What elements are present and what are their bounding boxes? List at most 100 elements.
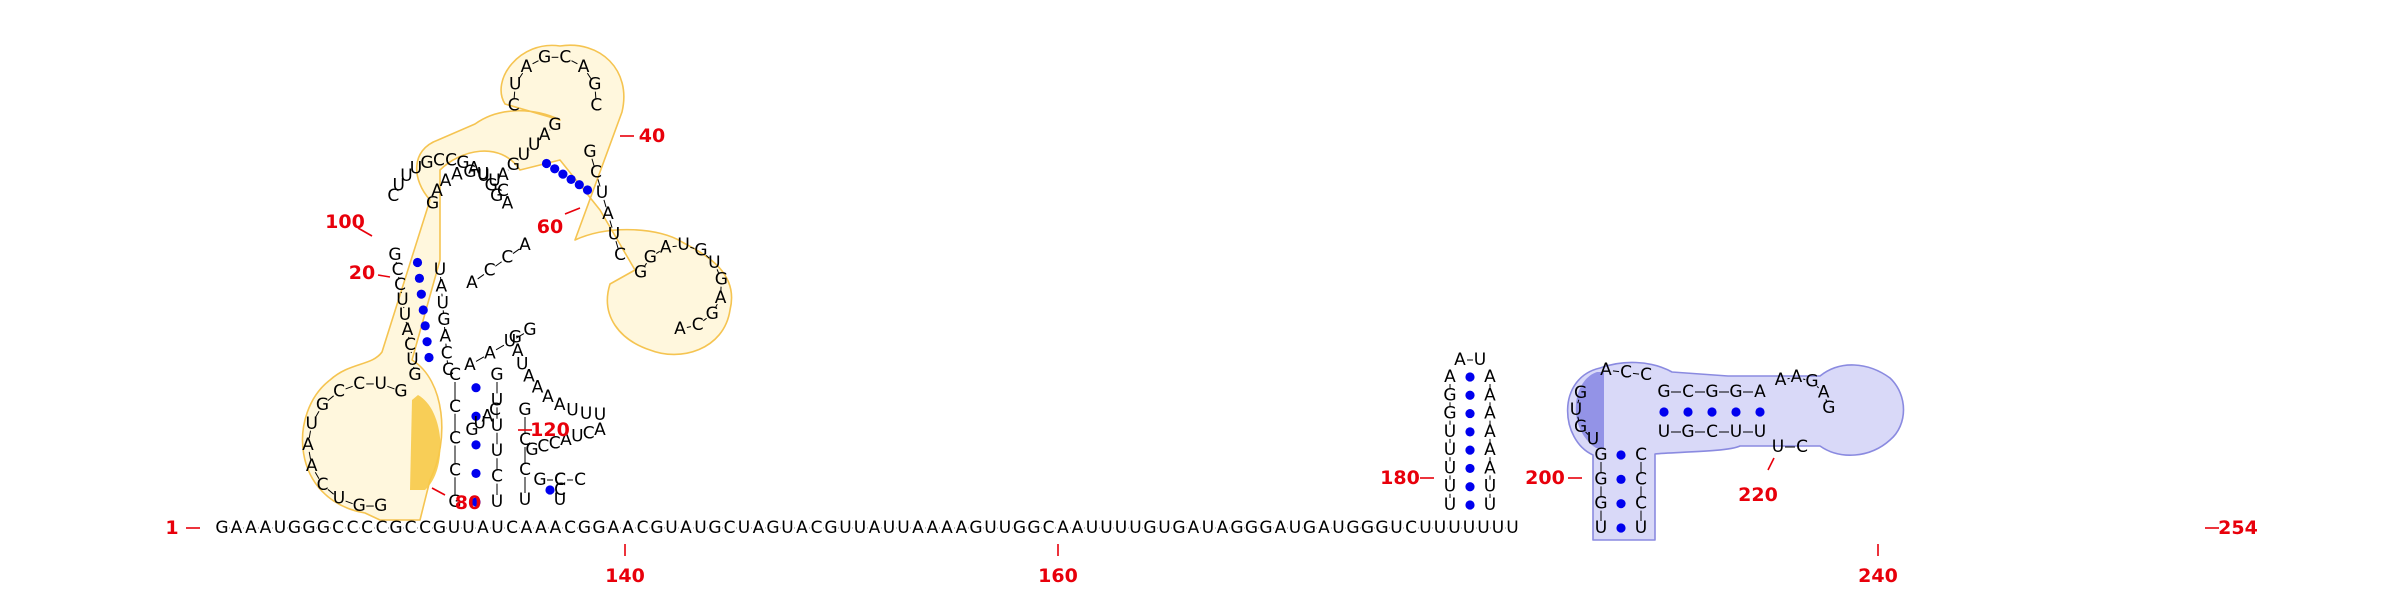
number-label-n20: 20 — [349, 262, 375, 284]
nucleotide-A: A — [466, 273, 478, 293]
basepair-dot — [1731, 407, 1740, 416]
nucleotide-U: U — [1492, 518, 1504, 538]
nucleotide-G: G — [578, 518, 591, 538]
nucleotide-U: U — [1754, 422, 1766, 442]
nucleotide-C: C — [491, 467, 503, 487]
basepair-dot — [471, 469, 480, 478]
nucleotide-G: G — [583, 142, 596, 162]
nucleotide-A: A — [680, 518, 692, 538]
nucleotide-C: C — [506, 518, 518, 538]
nucleotide-G: G — [317, 518, 330, 538]
nucleotide-A: A — [1188, 518, 1200, 538]
nucleotide-G: G — [694, 241, 707, 261]
basepair-dot — [1465, 427, 1474, 436]
nucleotide-G: G — [1172, 518, 1185, 538]
nucleotide-A: A — [306, 456, 318, 476]
basepair-dot — [422, 337, 431, 346]
basepair-dot — [1465, 391, 1474, 400]
nucleotide-U: U — [1444, 440, 1456, 460]
nucleotide-G: G — [715, 270, 728, 290]
nucleotide-C: C — [1635, 469, 1647, 489]
nucleotide-A: A — [451, 164, 463, 184]
basepair-dot — [471, 440, 480, 449]
nucleotide-U: U — [1434, 518, 1446, 538]
nucleotide-G: G — [394, 381, 407, 401]
nucleotide-A: A — [912, 518, 924, 538]
nucleotide-A: A — [1484, 385, 1496, 405]
basepair-dot — [419, 305, 428, 314]
nucleotide-A: A — [660, 238, 672, 258]
nucleotide-U: U — [1484, 477, 1496, 497]
nucleotide-U: U — [999, 518, 1011, 538]
basepair-dot — [413, 258, 422, 267]
nucleotide-U: U — [883, 518, 895, 538]
nucleotide-U: U — [333, 489, 345, 509]
nucleotide-C: C — [590, 95, 602, 115]
basepair-dot — [1465, 446, 1474, 455]
basepair-dot — [1707, 407, 1716, 416]
nucleotide-U: U — [1158, 518, 1170, 538]
nucleotide-C: C — [347, 518, 359, 538]
nucleotide-C: C — [489, 400, 501, 420]
nucleotide-G: G — [490, 365, 503, 385]
nucleotide-C: C — [1635, 445, 1647, 465]
nucleotide-G: G — [420, 153, 433, 173]
nucleotide-U: U — [1635, 518, 1647, 538]
nucleotide-G: G — [1027, 518, 1040, 538]
nucleotide-C: C — [419, 518, 431, 538]
nucleotide-G: G — [1245, 518, 1258, 538]
nucleotide-G: G — [389, 518, 402, 538]
number-label-n120: 120 — [530, 419, 570, 441]
nucleotide-A: A — [927, 518, 939, 538]
nucleotide-U: U — [571, 427, 583, 447]
nucleotide-U: U — [504, 332, 516, 352]
nucleotide-U: U — [1444, 422, 1456, 442]
nucleotide-U: U — [1772, 437, 1784, 457]
nucleotide-C: C — [332, 518, 344, 538]
nucleotide-C: C — [1706, 422, 1718, 442]
nucleotide-G: G — [1594, 469, 1607, 489]
nucleotide-A: A — [869, 518, 881, 538]
number-label-n1: 1 — [165, 517, 178, 539]
backbone-link — [673, 246, 677, 247]
nucleotide-G: G — [969, 518, 982, 538]
nucleotide-A: A — [753, 518, 765, 538]
nucleotide-A: A — [956, 518, 968, 538]
nucleotide-C: C — [1620, 363, 1632, 383]
nucleotide-U: U — [462, 518, 474, 538]
nucleotide-A: A — [484, 343, 496, 363]
nucleotide-U: U — [580, 404, 592, 424]
nucleotide-A: A — [231, 518, 243, 538]
nucleotide-C: C — [564, 518, 576, 538]
nucleotide-G: G — [1681, 422, 1694, 442]
nucleotide-C: C — [442, 360, 454, 380]
nucleotide-C: C — [590, 163, 602, 183]
backbone-link — [476, 357, 484, 362]
number-label-n220: 220 — [1738, 484, 1778, 506]
nucleotide-A: A — [542, 387, 554, 407]
nucleotide-A: A — [1057, 518, 1069, 538]
nucleotide-U: U — [1587, 429, 1599, 449]
nucleotide-G: G — [1375, 518, 1388, 538]
basepair-dot — [1616, 450, 1625, 459]
basepair-dot — [1465, 372, 1474, 381]
highlight-layer — [303, 45, 1904, 540]
nucleotide-C: C — [614, 245, 626, 265]
basepair-dot — [583, 185, 592, 194]
nucleotide-A: A — [622, 518, 634, 538]
nucleotide-U: U — [491, 492, 503, 512]
basepair-dot — [1465, 482, 1474, 491]
nucleotide-U: U — [781, 518, 793, 538]
nucleotide-C: C — [1405, 518, 1417, 538]
basepair-dot — [550, 164, 559, 173]
number-tick — [432, 488, 445, 495]
basepair-dot — [1616, 475, 1625, 484]
number-label-n60: 60 — [537, 216, 563, 238]
basepair-dot — [1683, 407, 1692, 416]
nucleotide-A: A — [502, 193, 514, 213]
nucleotide-C: C — [508, 95, 520, 115]
nucleotide-U: U — [694, 518, 706, 538]
number-label-n80: 80 — [455, 492, 481, 514]
nucleotide-U: U — [1570, 400, 1582, 420]
nucleotide-C: C — [811, 518, 823, 538]
